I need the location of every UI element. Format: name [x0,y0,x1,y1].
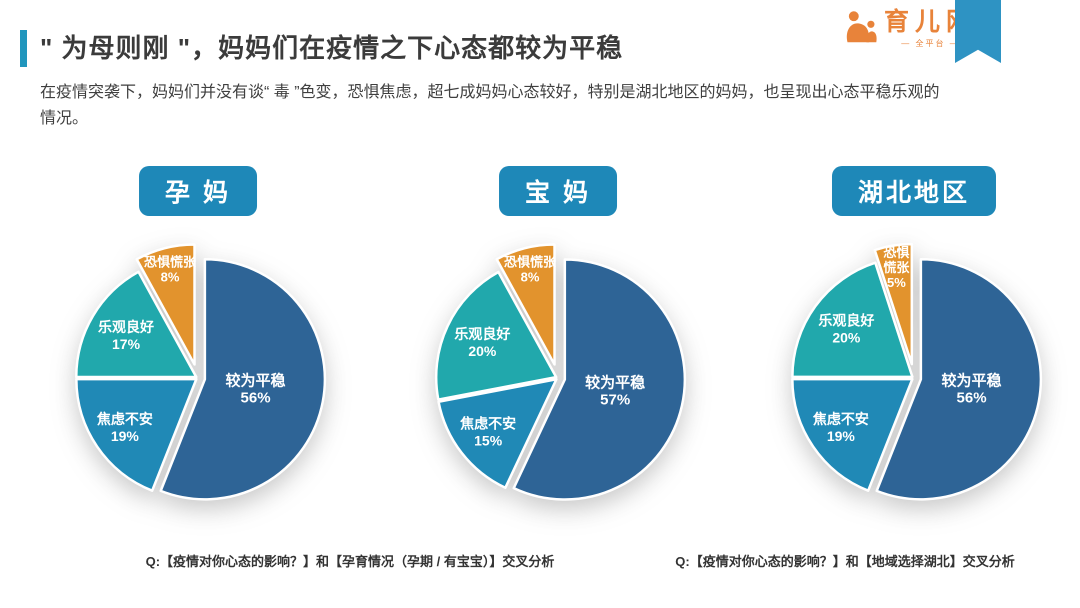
pie-slice [159,258,327,501]
analysis-caption: Q:【疫情对你心态的影响？】和【地域选择湖北】交叉分析 [675,554,1015,569]
chart-badge: 孕 妈 [139,166,257,216]
pie-slice-label: 20% [832,329,861,345]
chart-badge: 湖北地区 [831,166,997,216]
pie-slice-label: 焦虑不安 [812,411,869,427]
parent-child-logo-icon [846,11,877,43]
page-subtitle: 在疫情突袭下，妈妈们并没有谈“ 毒 ”色变，恐惧焦虑，超七成妈妈心态较好，特别是… [40,84,940,127]
pie-slice-label: 56% [241,389,271,406]
pie-slice-label: 焦虑不安 [96,411,153,427]
pie-slice-label: 19% [827,428,856,444]
pie-slice-label: 恐惧 [883,245,909,260]
pie-slice-label: 乐观良好 [98,319,154,335]
page-title: " 为母则刚 "，妈妈们在疫情之下心态都较为平稳 [40,33,624,63]
chart-column-pregnant-moms: 孕 妈 较为平稳 56% 焦虑不安 19% 乐观良好 17% 恐惧慌张 8% [28,0,368,545]
pie-slice-label: 19% [111,428,140,444]
pie-slice-label: 8% [161,270,180,285]
pie-slice-label: 57% [600,391,630,408]
pie-slice-label: 较为平稳 [585,373,645,391]
pie-slice [791,377,914,492]
pie-slice-label: 20% [468,343,497,359]
pie-slice-label: 恐惧慌张 [144,255,197,270]
pie-slice-label: 较为平稳 [942,371,1002,389]
chart-column-baby-moms: 宝 妈 较为平稳 57% 焦虑不安 15% 乐观良好 20% 恐惧慌张 8% [388,0,728,545]
pie-slice [873,242,914,366]
pie-slice-label: 15% [474,433,503,449]
pie-slice [791,261,914,379]
pie-slice [435,270,558,401]
pie-slice [75,270,198,379]
pie-slice [437,377,558,490]
pie-slice [512,258,687,501]
pie-slice-label: 56% [957,389,987,406]
pie-slice [495,243,556,366]
pie-slice-label: 8% [521,270,540,285]
pie-slice-label: 乐观良好 [818,312,874,328]
pie-slice-label: 焦虑不安 [459,416,516,432]
title-accent-bar [20,30,27,67]
pie-slice-label: 5% [887,275,906,290]
logo-tagline: — 全平台 — [901,38,960,48]
pie-slice [135,243,196,366]
analysis-caption: Q:【疫情对你心态的影响？】和【孕育情况（孕期 / 有宝宝）】交叉分析 [145,554,555,569]
pie-slice-label: 17% [112,336,141,352]
pie-slice-label: 乐观良好 [454,326,510,342]
chart-column-hubei-region: 湖北地区 较为平稳 56% 焦虑不安 19% 乐观良好 20% 恐惧 慌张 5% [744,0,1080,545]
pie-slice-label: 较为平稳 [226,371,286,389]
pie-slice-label: 恐惧慌张 [504,255,557,270]
pie-slice [75,377,198,492]
pie-slice [875,258,1043,501]
chart-badge: 宝 妈 [499,166,617,216]
pie-slice-label: 慌张 [883,260,910,275]
